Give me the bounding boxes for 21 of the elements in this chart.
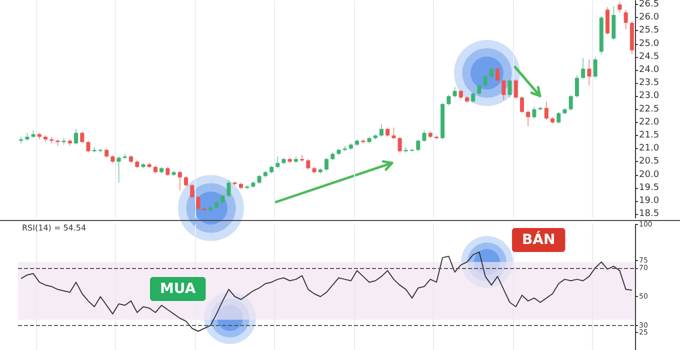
- y-tick-label: 22.5: [639, 104, 660, 114]
- y-tick-label: 19.5: [639, 182, 660, 193]
- y-tick-label: 24.0: [639, 64, 660, 75]
- y-tick-label: 20.0: [639, 170, 660, 180]
- y-tick-label: 19.0: [639, 196, 660, 206]
- y-tick-label: 21.0: [639, 144, 660, 154]
- y-tick-label: 22.0: [639, 117, 660, 128]
- line-series: [20, 251, 632, 332]
- y-tick-label: 26.5: [639, 0, 660, 10]
- annotation: RSI(14) = 54.54: [22, 224, 86, 232]
- y-tick-label: 23.5: [639, 78, 660, 88]
- y-tick-label: 26.0: [639, 12, 660, 23]
- annotation: MUA: [160, 281, 196, 297]
- y-tick-label: 24.5: [639, 52, 660, 62]
- y-tick-label: 25.0: [639, 38, 660, 49]
- y-tick-label: 20.5: [639, 156, 660, 167]
- y-tick-label: 25.5: [639, 26, 660, 36]
- y-tick-label: 18.5: [639, 209, 660, 220]
- y-tick-label: 23.0: [639, 91, 660, 102]
- annotation: BÁN: [522, 231, 556, 248]
- y-tick-label: 21.5: [639, 130, 660, 140]
